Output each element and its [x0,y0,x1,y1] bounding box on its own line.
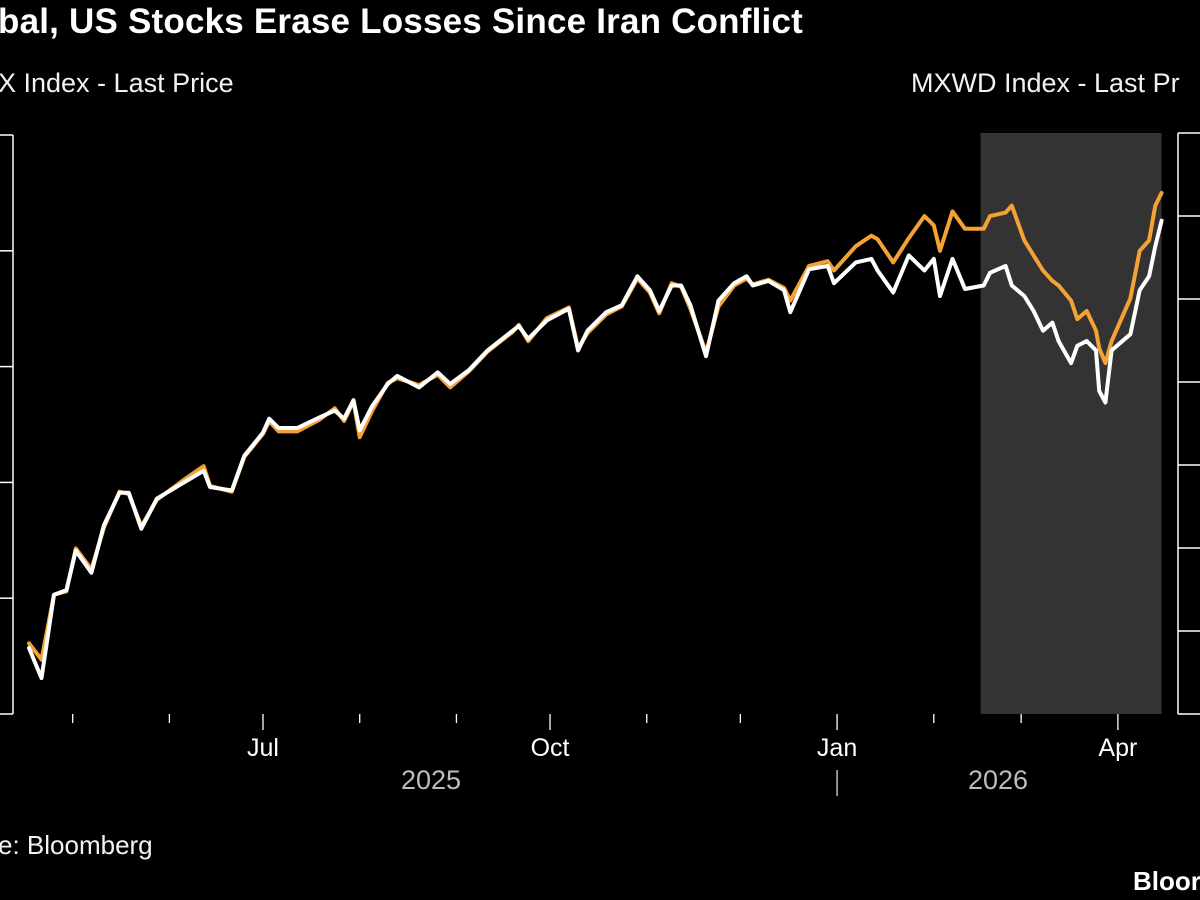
white-series-line [27,218,1164,681]
x-tick-label: Apr [1098,734,1137,762]
highlight-band [980,133,1162,714]
bloomberg-logo: Bloor [1133,866,1200,896]
x-tick-label: Jul [247,734,279,762]
year-label: 2026 [968,765,1028,795]
x-tick-label: Oct [531,734,570,762]
right-axis-label: MXWD Index - Last Pr [911,68,1180,98]
chart-title: bal, US Stocks Erase Losses Since Iran C… [0,2,803,41]
year-label: 2025 [401,765,461,795]
x-tick-label: Jan [817,734,857,762]
left-axis-label: X Index - Last Price [0,68,234,98]
source-note: e: Bloomberg [0,830,153,860]
